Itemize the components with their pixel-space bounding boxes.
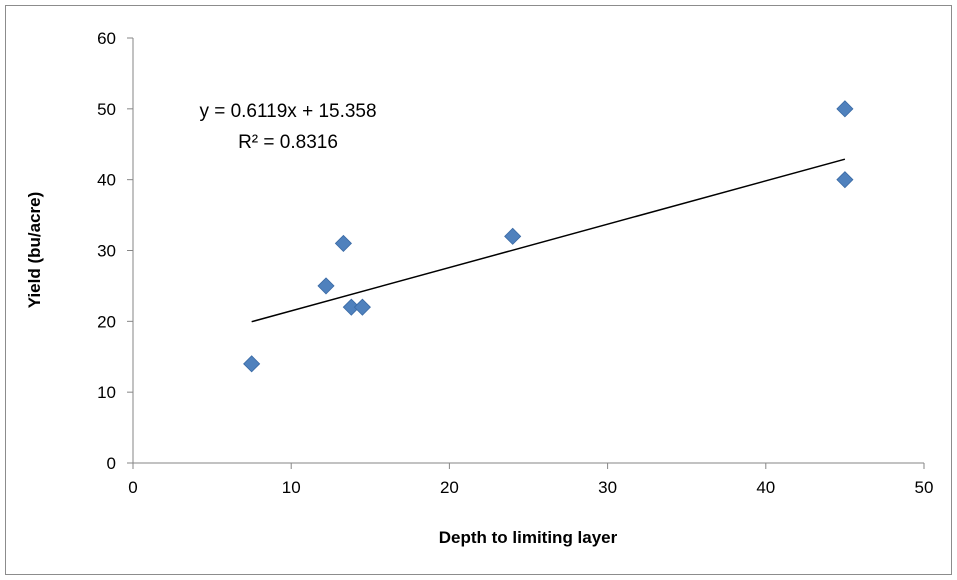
data-point: [243, 355, 261, 373]
data-point: [353, 298, 371, 316]
chart-frame: [5, 5, 952, 575]
y-tick-label: 0: [107, 454, 116, 473]
r-squared-label: R² = 0.8316: [238, 132, 338, 153]
x-tick-label: 10: [282, 478, 301, 497]
data-point: [504, 227, 522, 245]
trendline: [251, 158, 846, 323]
data-point: [317, 277, 335, 295]
chart-labels: Depth to limiting layer Yield (bu/acre) …: [25, 101, 618, 547]
data-points: [243, 100, 854, 373]
y-axis-title: Yield (bu/acre): [25, 192, 44, 309]
y-tick-label: 60: [97, 29, 116, 48]
x-tick-label: 30: [598, 478, 617, 497]
trendline-group: [251, 158, 846, 323]
data-point: [334, 234, 352, 252]
x-tick-label: 0: [128, 478, 137, 497]
trendline-equation: y = 0.6119x + 15.358: [199, 101, 376, 122]
x-tick-label: 20: [440, 478, 459, 497]
data-point: [836, 100, 854, 118]
y-tick-label: 30: [97, 242, 116, 261]
y-tick-label: 10: [97, 383, 116, 402]
x-axis-title: Depth to limiting layer: [439, 528, 618, 547]
x-tick-label: 50: [915, 478, 934, 497]
y-tick-label: 20: [97, 312, 116, 331]
x-tick-label: 40: [756, 478, 775, 497]
y-tick-label: 40: [97, 171, 116, 190]
axes: 0 10 20 30 40 50 60 0 10 20 30 40 50: [97, 29, 933, 497]
y-tick-label: 50: [97, 100, 116, 119]
data-point: [836, 171, 854, 189]
